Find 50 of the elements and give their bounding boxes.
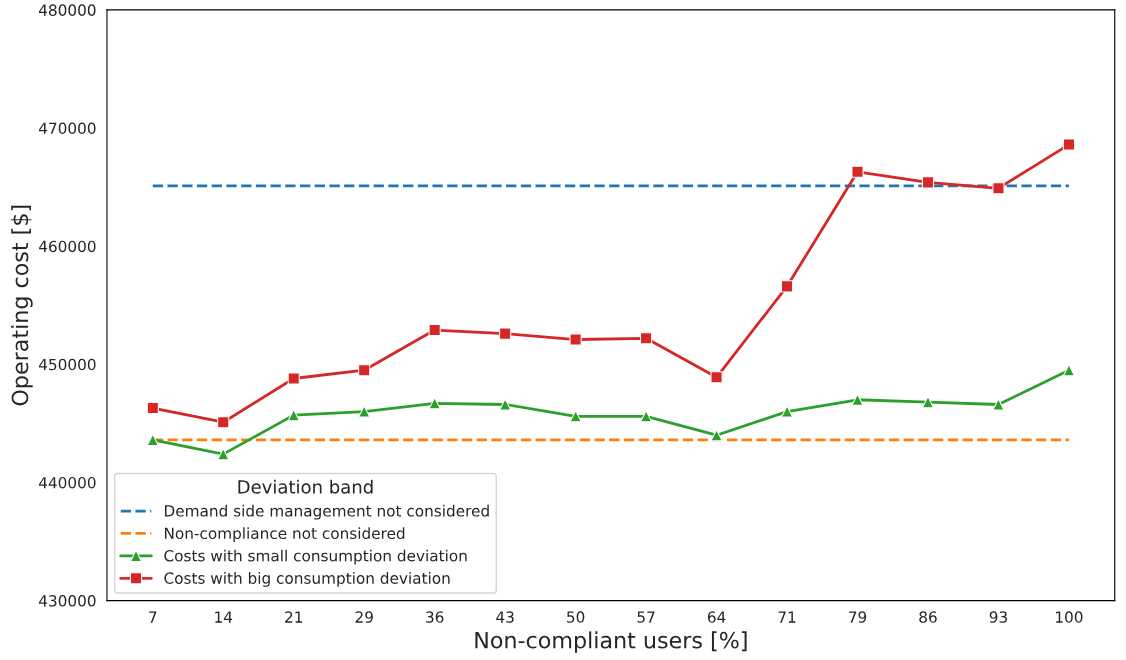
x-tick-label: 43 xyxy=(496,611,514,623)
y-axis-title: Operating cost [$] xyxy=(11,205,33,406)
point xyxy=(921,396,935,409)
point xyxy=(569,333,582,346)
legend-title: Deviation band xyxy=(238,479,373,494)
point xyxy=(217,416,230,429)
x-axis-title: Non-compliant users [%] xyxy=(475,631,747,653)
x-tick-label: 7 xyxy=(149,611,157,623)
x-tick-label: 100 xyxy=(1056,611,1083,623)
y-tick-label: 460000 xyxy=(38,240,96,253)
point xyxy=(146,401,159,415)
x-tick-label: 36 xyxy=(426,611,444,623)
x-tick-label: 64 xyxy=(707,611,726,623)
legend-label: Demand side management not considered xyxy=(165,504,489,520)
legend-label: Costs with small consumption deviation xyxy=(164,549,467,565)
x-tick-label: 14 xyxy=(215,611,233,623)
y-tick-label: 480000 xyxy=(38,4,96,16)
point xyxy=(428,323,441,337)
point xyxy=(992,182,1005,195)
point xyxy=(287,372,300,385)
point xyxy=(499,327,512,340)
x-tick-label: 57 xyxy=(637,611,655,623)
x-tick-label: 71 xyxy=(778,611,796,623)
x-tick-label: 29 xyxy=(355,611,373,623)
point xyxy=(710,371,723,384)
y-tick-label: 470000 xyxy=(38,122,96,135)
point xyxy=(780,280,794,293)
x-tick-label: 86 xyxy=(919,611,937,623)
y-tick-label: 430000 xyxy=(38,595,96,607)
point xyxy=(640,410,653,423)
point xyxy=(428,397,441,410)
point xyxy=(287,409,300,422)
point xyxy=(1062,138,1076,151)
point xyxy=(640,332,653,345)
y-tick-label: 440000 xyxy=(38,476,96,489)
x-tick-label: 21 xyxy=(285,611,303,623)
point xyxy=(358,405,371,418)
x-tick-label: 50 xyxy=(567,611,585,623)
point xyxy=(780,405,794,418)
legend-label: Costs with big consumption deviation xyxy=(164,572,450,587)
point xyxy=(1062,364,1076,377)
point xyxy=(358,364,371,377)
x-tick-label: 93 xyxy=(989,611,1007,623)
point xyxy=(217,448,230,461)
legend-label: Non-compliance not considered xyxy=(165,527,405,542)
y-tick-label: 450000 xyxy=(38,358,96,371)
point xyxy=(851,165,864,178)
x-tick-label: 79 xyxy=(849,611,867,623)
point xyxy=(146,433,159,446)
point xyxy=(921,176,935,189)
